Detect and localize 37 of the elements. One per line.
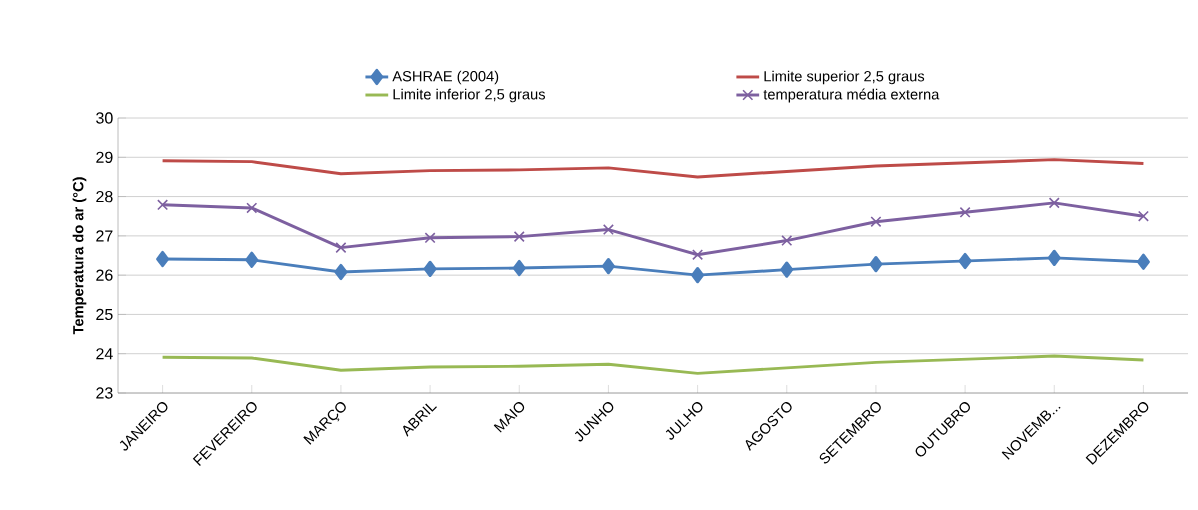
point — [246, 202, 258, 214]
y-tick-label: 28 — [96, 190, 113, 203]
point — [245, 251, 259, 268]
point — [869, 256, 883, 273]
legend-label: Limite superior 2,5 graus — [764, 70, 925, 85]
point — [870, 216, 882, 228]
point — [959, 206, 971, 218]
y-tick-label: 30 — [96, 112, 113, 124]
y-axis-title: Temperatura do ar (°C) — [72, 177, 87, 335]
point — [513, 231, 525, 243]
y-tick-label: 29 — [96, 151, 113, 163]
y-tick-label: 26 — [96, 269, 113, 281]
point — [780, 261, 794, 278]
point — [781, 235, 793, 247]
legend-label: Limite inferior 2,5 graus — [393, 88, 546, 103]
y-tick-label: 27 — [96, 230, 113, 242]
point — [1137, 210, 1149, 222]
point — [692, 249, 704, 261]
legend-label: temperatura média externa — [763, 88, 940, 103]
point — [334, 263, 348, 281]
point — [335, 242, 347, 254]
point — [1136, 253, 1150, 270]
point — [602, 224, 614, 236]
point — [691, 267, 705, 284]
y-tick-label: 25 — [96, 308, 113, 321]
point — [512, 259, 526, 277]
point — [424, 232, 436, 244]
point — [958, 252, 972, 270]
point — [1048, 197, 1060, 209]
point — [157, 199, 169, 211]
legend-label: ASHRAE (2004) — [392, 70, 499, 85]
point — [156, 250, 170, 268]
point — [423, 260, 437, 277]
y-tick-label: 24 — [96, 348, 113, 360]
point — [1047, 249, 1061, 266]
y-tick-label: 23 — [96, 387, 113, 399]
point — [601, 257, 615, 275]
